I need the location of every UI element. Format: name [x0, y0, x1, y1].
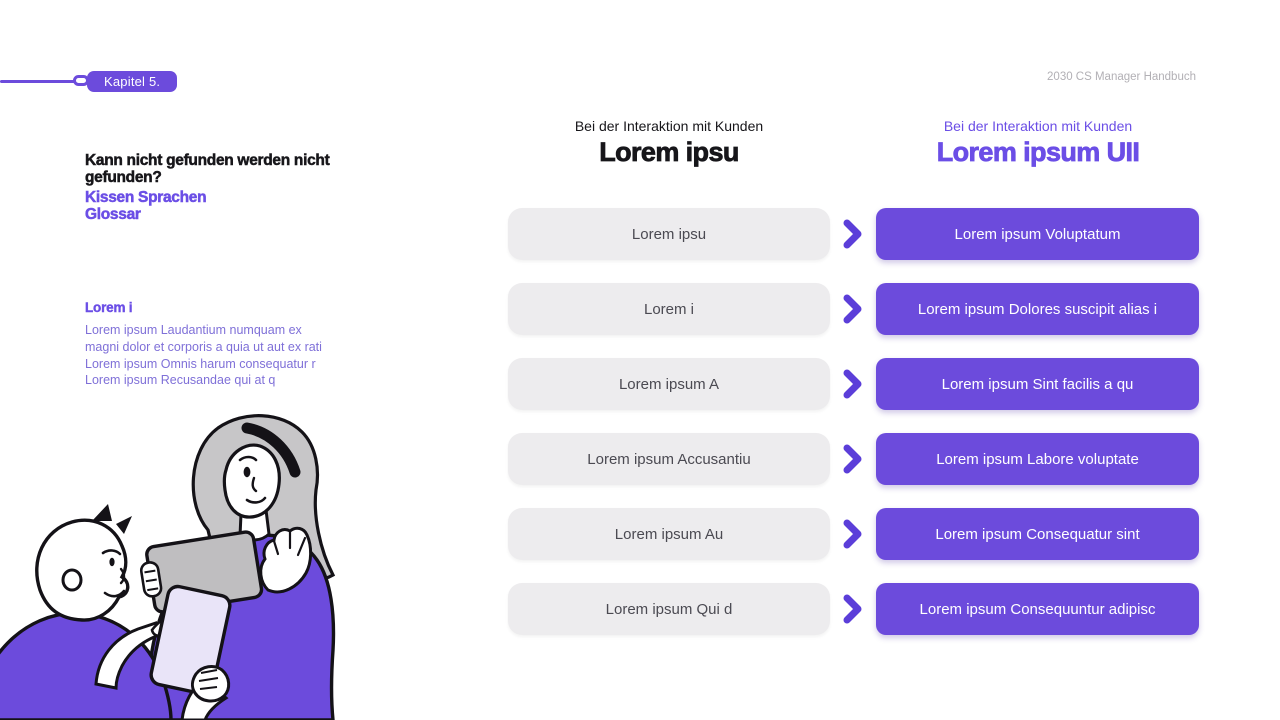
center-column-eyebrow: Bei der Interaktion mit Kunden: [574, 118, 764, 134]
chevron-right-icon: [843, 444, 862, 474]
left-body-line: magni dolor et corporis a quia ut aut ex…: [85, 339, 322, 354]
target-item: Lorem ipsum Consequuntur adipisc: [876, 583, 1199, 635]
left-body-text: Lorem ipsum Laudantium numquam ex magni …: [85, 322, 365, 389]
left-heading-accent: Kissen Sprachen Glossar: [85, 189, 207, 224]
chevron-right-icon: [843, 219, 862, 249]
mapping-row: Lorem ipsum A Lorem ipsum Sint facilis a…: [508, 358, 1199, 410]
arrow-cell: [830, 444, 876, 474]
source-item: Lorem ipsum Accusantiu: [508, 433, 830, 485]
man-ear: [61, 568, 83, 592]
man-figure: [0, 504, 232, 720]
left-body-line: Lorem ipsum Recusandae qui at q: [85, 373, 276, 388]
arrow-cell: [830, 294, 876, 324]
mapping-row: Lorem ipsum Au Lorem ipsum Consequatur s…: [508, 508, 1199, 560]
woman-eye: [243, 466, 251, 478]
arrow-cell: [830, 519, 876, 549]
man-mouth: [103, 589, 126, 598]
woman-hand-finger-lines: [272, 530, 307, 557]
left-heading: Kann nicht gefunden werden nicht gefunde…: [85, 152, 330, 187]
target-item: Lorem ipsum Consequatur sint: [876, 508, 1199, 560]
right-column-title: Lorem ipsum UII: [936, 137, 1140, 168]
target-item: Lorem ipsum Labore voluptate: [876, 433, 1199, 485]
source-item: Lorem i: [508, 283, 830, 335]
illustration-two-people: [0, 414, 336, 720]
source-item: Lorem ipsum A: [508, 358, 830, 410]
source-item: Lorem ipsum Qui d: [508, 583, 830, 635]
grip-finger-lines: [144, 569, 159, 592]
chevron-right-icon: [843, 519, 862, 549]
target-item: Lorem ipsum Sint facilis a qu: [876, 358, 1199, 410]
chapter-badge: Kapitel 5.: [87, 71, 178, 92]
mapping-row: Lorem ipsum Accusantiu Lorem ipsum Labor…: [508, 433, 1199, 485]
holding-finger-lines: [198, 669, 219, 690]
chevron-right-icon: [843, 369, 862, 399]
man-nose: [119, 567, 126, 585]
center-column-title: Lorem ipsu: [599, 137, 740, 168]
arrow-cell: [830, 219, 876, 249]
mapping-rows: Lorem ipsu Lorem ipsum Voluptatum Lorem …: [508, 208, 1199, 658]
right-column-eyebrow: Bei der Interaktion mit Kunden: [943, 118, 1133, 134]
chevron-right-icon: [843, 294, 862, 324]
man-holding-hand: [191, 665, 231, 703]
target-item: Lorem ipsum Voluptatum: [876, 208, 1199, 260]
man-pointing-arm: [94, 621, 165, 690]
man-brow: [101, 549, 122, 556]
source-item: Lorem ipsum Au: [508, 508, 830, 560]
source-item: Lorem ipsu: [508, 208, 830, 260]
arrow-cell: [830, 369, 876, 399]
woman-brow: [238, 455, 258, 462]
arrow-cell: [830, 594, 876, 624]
man-hair-spikes: [92, 504, 132, 534]
woman-nose: [251, 476, 258, 493]
mapping-row: Lorem ipsum Qui d Lorem ipsum Consequunt…: [508, 583, 1199, 635]
chapter-connector-line: [0, 80, 76, 83]
woman-mouth: [245, 496, 267, 504]
man-eye: [109, 557, 115, 567]
left-sub-heading: Lorem i: [85, 300, 133, 315]
woman-headband: [241, 422, 301, 478]
mapping-row: Lorem i Lorem ipsum Dolores suscipit ali…: [508, 283, 1199, 335]
target-item: Lorem ipsum Dolores suscipit alias i: [876, 283, 1199, 335]
man-head: [35, 518, 130, 622]
left-body-line: Lorem ipsum Laudantium numquam ex: [85, 323, 302, 337]
mapping-row: Lorem ipsu Lorem ipsum Voluptatum: [508, 208, 1199, 260]
left-body-line: Lorem ipsum Omnis harum consequatur r: [85, 356, 316, 371]
chevron-right-icon: [843, 594, 862, 624]
woman-face: [222, 443, 281, 519]
document-title: 2030 CS Manager Handbuch: [1047, 71, 1196, 83]
